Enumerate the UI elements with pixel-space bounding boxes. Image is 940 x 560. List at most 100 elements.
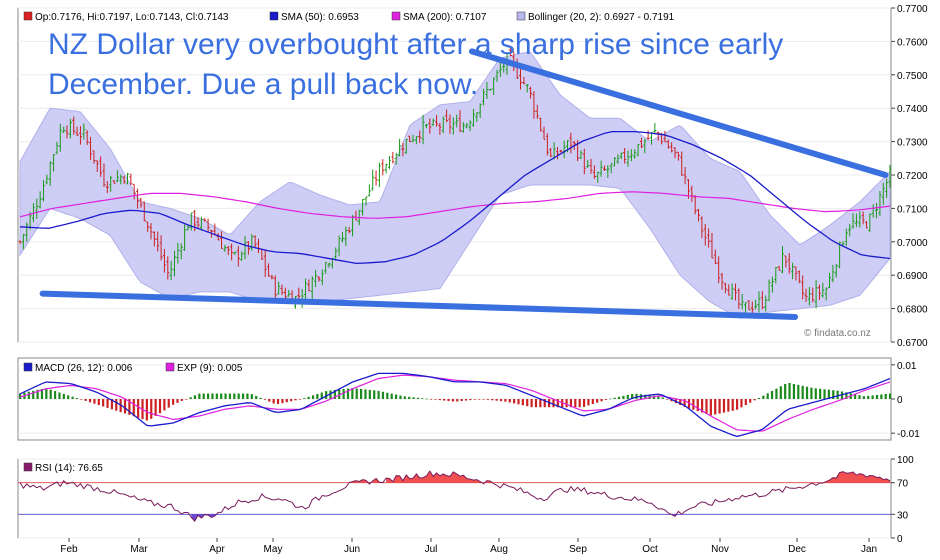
macd-hist-bar [237,393,240,399]
macd-hist-bar [600,399,603,402]
macd-hist-bar [307,396,310,399]
macd-hist-bar [644,394,647,399]
macd-hist-bar [591,399,594,405]
macd-hist-bar [735,399,739,410]
rsi-tick-label: 0 [897,534,903,545]
macd-hist-bar [832,390,835,399]
macd-hist-bar [206,393,210,399]
month-label: Oct [642,544,658,555]
macd-hist-bar [495,399,498,401]
macd-hist-bar [71,396,74,399]
legend-macd-swatch [23,362,33,372]
macd-hist-bar [622,395,625,399]
macd-hist-bar [504,399,507,402]
macd-hist-bar [128,399,131,415]
macd-hist-bar [311,395,315,399]
macd-histogram [19,382,892,421]
macd-hist-bar [473,399,476,400]
macd-hist-bar [53,391,57,399]
rsi-y-axis: 100 70 30 0 [891,455,914,545]
macd-hist-bar [631,393,634,399]
macd-hist-bar [329,390,332,399]
macd-hist-bar [27,391,30,399]
macd-hist-bar [303,398,306,399]
macd-hist-bar [425,398,428,400]
macd-hist-bar [36,389,39,399]
macd-hist-bar [696,399,699,412]
time-x-axis: Feb Mar Apr May Jun Jul Aug Sep Oct Nov Dec Jan [60,538,877,555]
macd-hist-bar [569,399,573,408]
macd-hist-bar [521,399,524,406]
macd-hist-bar [775,388,778,399]
price-tick-label: 0.7000 [897,238,928,249]
macd-hist-bar [342,389,345,399]
macd-hist-bar [862,396,865,399]
watermark: © findata.co.nz [804,328,871,339]
macd-hist-bar [460,399,463,402]
macd-hist-bar [285,399,288,403]
lower-trendline [39,290,799,320]
price-tick-label: 0.7200 [897,171,928,182]
macd-hist-bar [97,399,100,406]
macd-hist-bar [613,397,616,399]
legend-sma200-swatch [391,11,401,21]
macd-hist-bar [731,399,734,411]
macd-hist-bar [403,396,406,399]
macd-hist-bar [753,399,756,401]
price-tick-label: 0.6700 [897,338,928,349]
macd-hist-bar [687,399,691,409]
legend-bollinger-swatch [516,11,526,21]
price-legend: Op:0.7176, Hi:0.7197, Lo:0.7143, Cl:0.71… [23,11,675,23]
macd-hist-bar [381,391,385,399]
macd-hist-bar [351,388,354,399]
macd-hist-bar [530,399,533,408]
macd-hist-bar [683,399,686,407]
macd-hist-bar [451,399,455,402]
macd-hist-bar [679,399,682,406]
macd-hist-bar [543,399,546,408]
macd-hist-bar [88,399,92,403]
macd-hist-bar [858,395,861,399]
macd-hist-bar [517,399,520,405]
month-label: Jan [861,544,877,555]
legend-exp: EXP (9): 0.005 [177,363,243,374]
macd-hist-bar [867,395,870,399]
macd-hist-bar [316,393,319,399]
month-label: Apr [209,544,225,555]
macd-hist-bar [692,399,695,410]
macd-hist-bar [45,388,48,399]
macd-hist-bar [241,393,245,399]
macd-hist-bar [185,399,188,400]
legend-rsi: RSI (14): 76.65 [35,463,103,474]
price-tick-label: 0.7100 [897,204,928,215]
macd-hist-bar [360,388,363,399]
macd-tick-label: -0.01 [897,429,920,440]
macd-hist-bar [298,399,301,400]
macd-hist-bar [132,399,135,417]
rsi-line [19,470,891,522]
macd-hist-bar [718,399,721,414]
macd-hist-bar [102,399,105,407]
macd-line [19,372,891,438]
macd-hist-bar [609,398,612,400]
macd-hist-bar [115,399,118,411]
rsi-panel: 100 70 30 0 RSI (14): 76.65 [17,455,914,545]
annotation-line-2: December. Due a pull back now. [48,68,478,101]
macd-hist-bar [491,399,494,401]
macd-hist-bar [556,399,559,408]
macd-hist-bar [836,390,839,399]
macd-hist-bar [871,395,874,399]
macd-hist-bar [75,398,79,399]
sma50-line [19,130,891,265]
macd-hist-bar [202,393,205,399]
macd-hist-bar [657,396,660,399]
signal-line [19,374,891,432]
macd-hist-bar [565,399,568,408]
macd-hist-bar [176,399,179,403]
macd-hist-bar [762,395,765,399]
macd-hist-bar [80,399,83,400]
price-panel: 0.7700 0.7600 0.7500 0.7400 0.7300 0.7200 0.71… [17,4,928,349]
macd-hist-bar [617,396,621,399]
macd-hist-bar [246,393,249,399]
